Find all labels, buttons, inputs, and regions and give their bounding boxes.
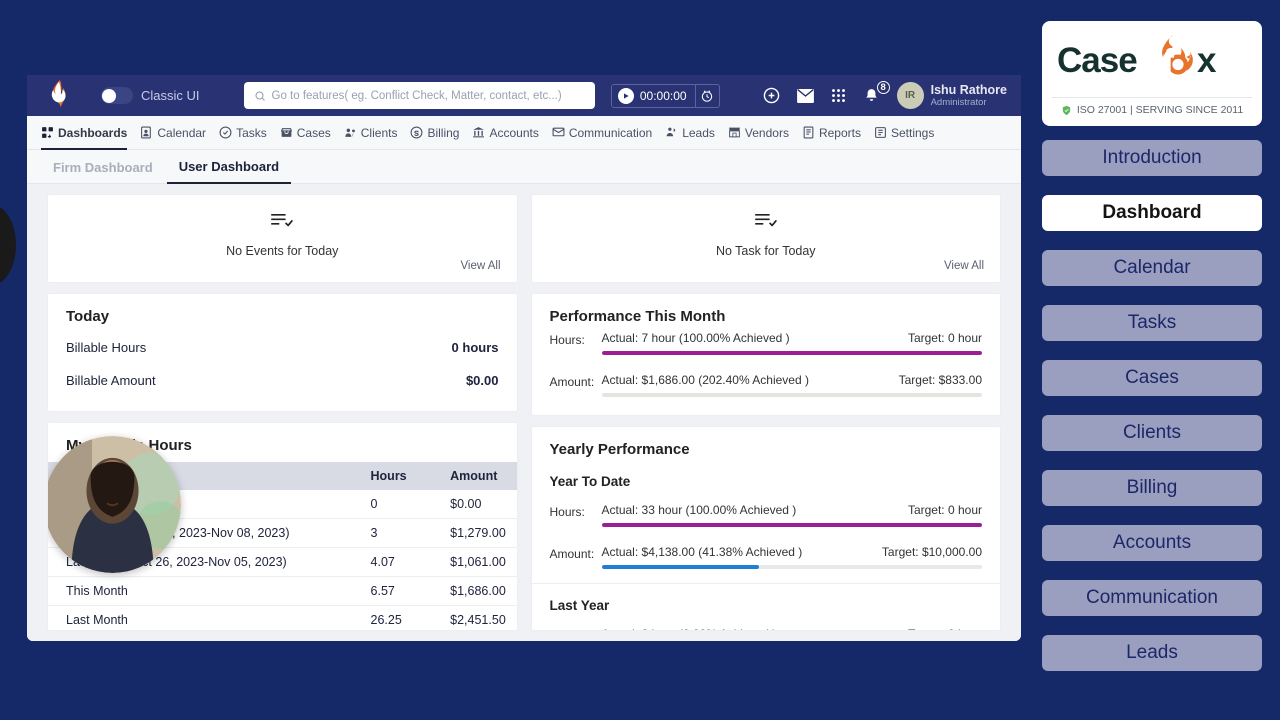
svg-text:x: x <box>1197 41 1217 80</box>
svg-text:Case: Case <box>1057 41 1137 80</box>
